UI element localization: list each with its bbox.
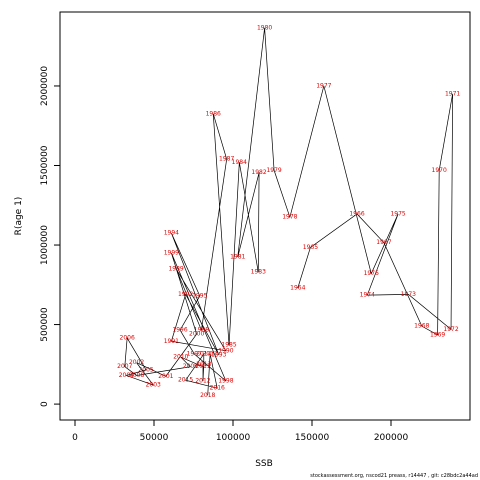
- year-label: 2012: [195, 378, 210, 385]
- year-label: 1997: [187, 350, 202, 357]
- year-label: 2006: [120, 335, 135, 342]
- year-label: 1999: [164, 249, 179, 256]
- year-label: 2018: [200, 392, 215, 399]
- y-tick-label: 500000: [40, 307, 50, 342]
- year-label: 1978: [282, 214, 297, 221]
- year-label: 1979: [266, 167, 281, 174]
- y-tick-label: 1500000: [40, 145, 50, 185]
- y-tick-label: 2000000: [40, 66, 50, 106]
- year-label: 1973: [401, 291, 416, 298]
- year-label: 1972: [443, 326, 458, 333]
- year-label: 1965: [303, 244, 318, 251]
- year-label: 1992: [178, 291, 193, 298]
- year-label: 1987: [219, 156, 234, 163]
- year-label: 1989: [168, 265, 183, 272]
- year-label: 1995: [192, 292, 207, 299]
- x-tick-label: 0: [72, 433, 78, 443]
- year-label: 1977: [316, 82, 331, 89]
- year-label: 1993: [211, 351, 226, 358]
- y-tick-label: 1000000: [40, 225, 50, 265]
- year-label: 2001: [158, 373, 173, 380]
- year-label: 1985: [221, 342, 236, 349]
- year-label: 1971: [445, 90, 460, 97]
- year-label: 1968: [414, 323, 429, 330]
- year-label: 1984: [232, 159, 247, 166]
- x-axis-label: SSB: [255, 459, 273, 469]
- year-label: 1991: [164, 338, 179, 345]
- year-label: 2010: [173, 354, 188, 361]
- year-label: 1981: [230, 253, 245, 260]
- year-label: 2000: [189, 331, 204, 338]
- year-label: 1983: [251, 269, 266, 276]
- year-label: 1994: [164, 230, 179, 237]
- plot-box: [59, 11, 471, 421]
- year-label: 2002: [129, 359, 144, 366]
- year-label: 1967: [376, 239, 391, 246]
- x-tick-label: 200000: [374, 433, 409, 443]
- year-label: 2016: [210, 385, 225, 392]
- year-label: 1988: [194, 327, 209, 334]
- year-label: 1976: [364, 270, 379, 277]
- y-axis-label: R(age 1): [14, 197, 24, 236]
- year-label: 1996: [172, 327, 187, 334]
- year-label: 2009: [183, 363, 198, 370]
- x-tick-label: 50000: [140, 433, 169, 443]
- year-label: 1975: [390, 211, 405, 218]
- year-label: 1964: [290, 284, 305, 291]
- y-tick-label: 0: [40, 401, 50, 407]
- year-label: 1970: [432, 167, 447, 174]
- year-label: 2005: [138, 366, 153, 373]
- year-label: 1986: [206, 110, 221, 117]
- year-label: 2007: [117, 363, 132, 370]
- x-tick-label: 100000: [216, 433, 251, 443]
- year-label: 1974: [360, 292, 375, 299]
- year-label: 1969: [430, 331, 445, 338]
- year-label: 2014: [196, 350, 211, 357]
- year-label: 1980: [257, 24, 272, 31]
- year-label: 2013: [196, 361, 211, 368]
- year-label: 1998: [218, 378, 233, 385]
- trajectory: [124, 27, 453, 396]
- year-label: 2008: [129, 372, 144, 379]
- year-label: 2011: [195, 363, 210, 370]
- year-label: 2017: [202, 350, 217, 357]
- x-tick-label: 150000: [295, 433, 330, 443]
- year-label: 1990: [218, 347, 233, 354]
- year-label: 2004: [119, 372, 134, 379]
- year-label: 1966: [349, 211, 364, 218]
- year-label: 1982: [251, 169, 266, 176]
- footer: stockassessment.org, nscod21 preass, r14…: [310, 473, 478, 479]
- year-label: 2003: [146, 382, 161, 389]
- year-label: 2015: [178, 377, 193, 384]
